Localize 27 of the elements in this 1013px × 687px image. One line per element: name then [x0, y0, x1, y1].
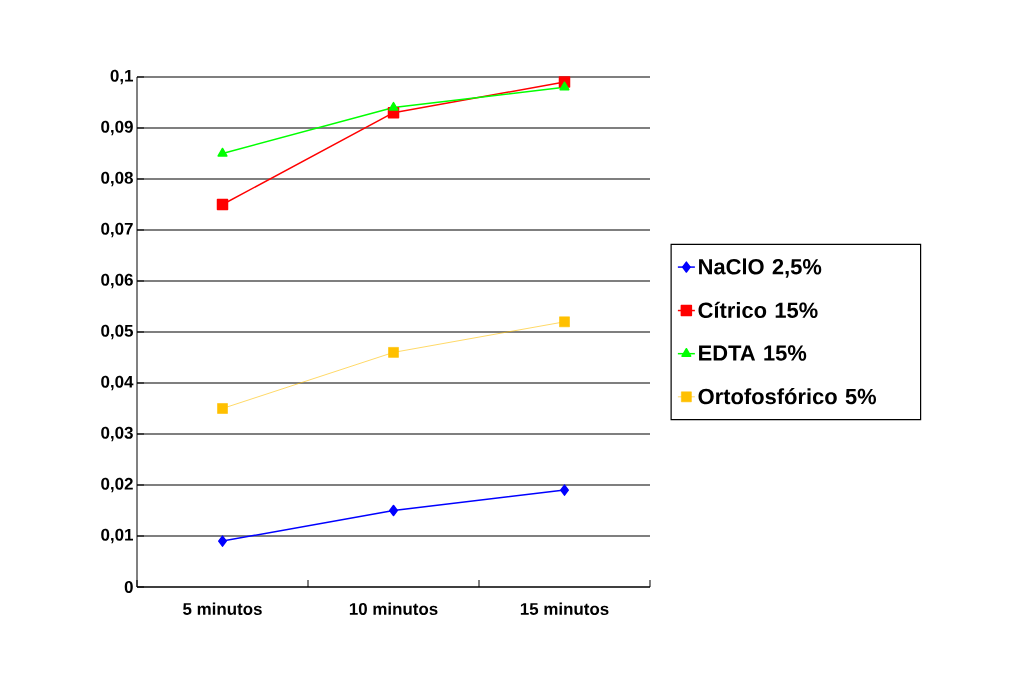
x-tick-label: 15 minutos: [520, 602, 609, 615]
legend-label: Cítrico 15%: [698, 301, 818, 319]
point: [217, 403, 228, 414]
point: [216, 198, 229, 211]
legend-label: Ortofosfórico 5%: [698, 388, 877, 405]
y-tick-label: 0,1: [110, 69, 134, 85]
x-tick-label: 5 minutos: [183, 602, 262, 615]
x-tick-label: 10 minutos: [349, 602, 438, 615]
y-tick-label: 0,04: [101, 375, 134, 391]
y-tick-label: 0,09: [101, 120, 133, 136]
point: [388, 101, 399, 111]
legend-label: NaClO 2,5%: [699, 258, 822, 278]
point: [559, 81, 570, 91]
point: [217, 147, 228, 157]
y-tick-label: 0: [124, 581, 133, 593]
y-tick-label: 0,07: [101, 222, 133, 238]
point: [559, 316, 570, 328]
point: [560, 484, 569, 496]
y-tick-label: 0,03: [101, 426, 133, 442]
point: [388, 347, 399, 358]
y-tick-label: 0,08: [101, 171, 133, 187]
y-tick-label: 0,06: [101, 273, 133, 289]
legend-label: EDTA 15%: [699, 345, 807, 361]
y-tick-label: 0,02: [101, 477, 133, 493]
point: [218, 535, 227, 547]
y-tick-label: 0,01: [101, 528, 134, 544]
y-tick-label: 0,05: [101, 324, 134, 340]
